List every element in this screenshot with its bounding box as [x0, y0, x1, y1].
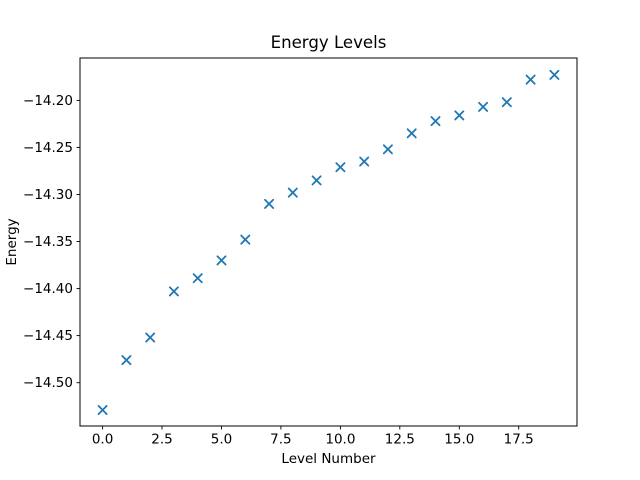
y-axis-label: Energy [4, 218, 20, 265]
plot-frame [79, 57, 578, 427]
data-point-marker [145, 332, 156, 343]
y-tick-label: −14.30 [23, 187, 73, 203]
data-point-marker [478, 101, 489, 112]
data-point-marker [240, 234, 251, 245]
y-tick-label: −14.50 [23, 375, 73, 391]
chart-title: Energy Levels [271, 33, 387, 52]
data-point-marker [168, 286, 179, 297]
data-point-marker [97, 405, 108, 415]
data-point-marker [549, 69, 560, 80]
x-tick-label: 2.5 [151, 432, 172, 448]
data-point-marker [121, 355, 132, 366]
data-point-marker [216, 255, 227, 266]
y-tick-label: −14.35 [23, 234, 73, 250]
x-tick-label: 0.0 [92, 432, 113, 448]
x-tick-label: 10.0 [325, 432, 355, 448]
data-point-marker [430, 116, 441, 127]
x-tick-label: 15.0 [444, 432, 474, 448]
x-tick-label: 12.5 [385, 432, 415, 448]
data-point-marker [264, 198, 275, 209]
data-point-marker [192, 273, 203, 284]
data-point-marker [287, 187, 298, 198]
data-point-marker [501, 97, 512, 108]
plot-area: 0.0 2.5 5.0 7.5 10.0 12.5 15.0 17.5 −14.50 −14.45… [23, 57, 578, 448]
data-point-marker [525, 74, 536, 85]
x-axis-label: Level Number [281, 451, 376, 467]
data-point-marker [335, 162, 346, 173]
data-point-marker [454, 110, 465, 121]
x-tick-label: 17.5 [504, 432, 534, 448]
data-point-marker [406, 128, 417, 139]
x-tick-label: 7.5 [270, 432, 291, 448]
y-tick-label: −14.40 [23, 281, 73, 297]
data-point-marker [359, 156, 370, 167]
data-point-marker [382, 144, 393, 155]
x-tick-label: 5.0 [211, 432, 232, 448]
data-point-marker [311, 175, 322, 186]
y-tick-label: −14.25 [23, 140, 73, 156]
y-tick-label: −14.20 [23, 93, 73, 109]
y-tick-label: −14.45 [23, 328, 73, 344]
